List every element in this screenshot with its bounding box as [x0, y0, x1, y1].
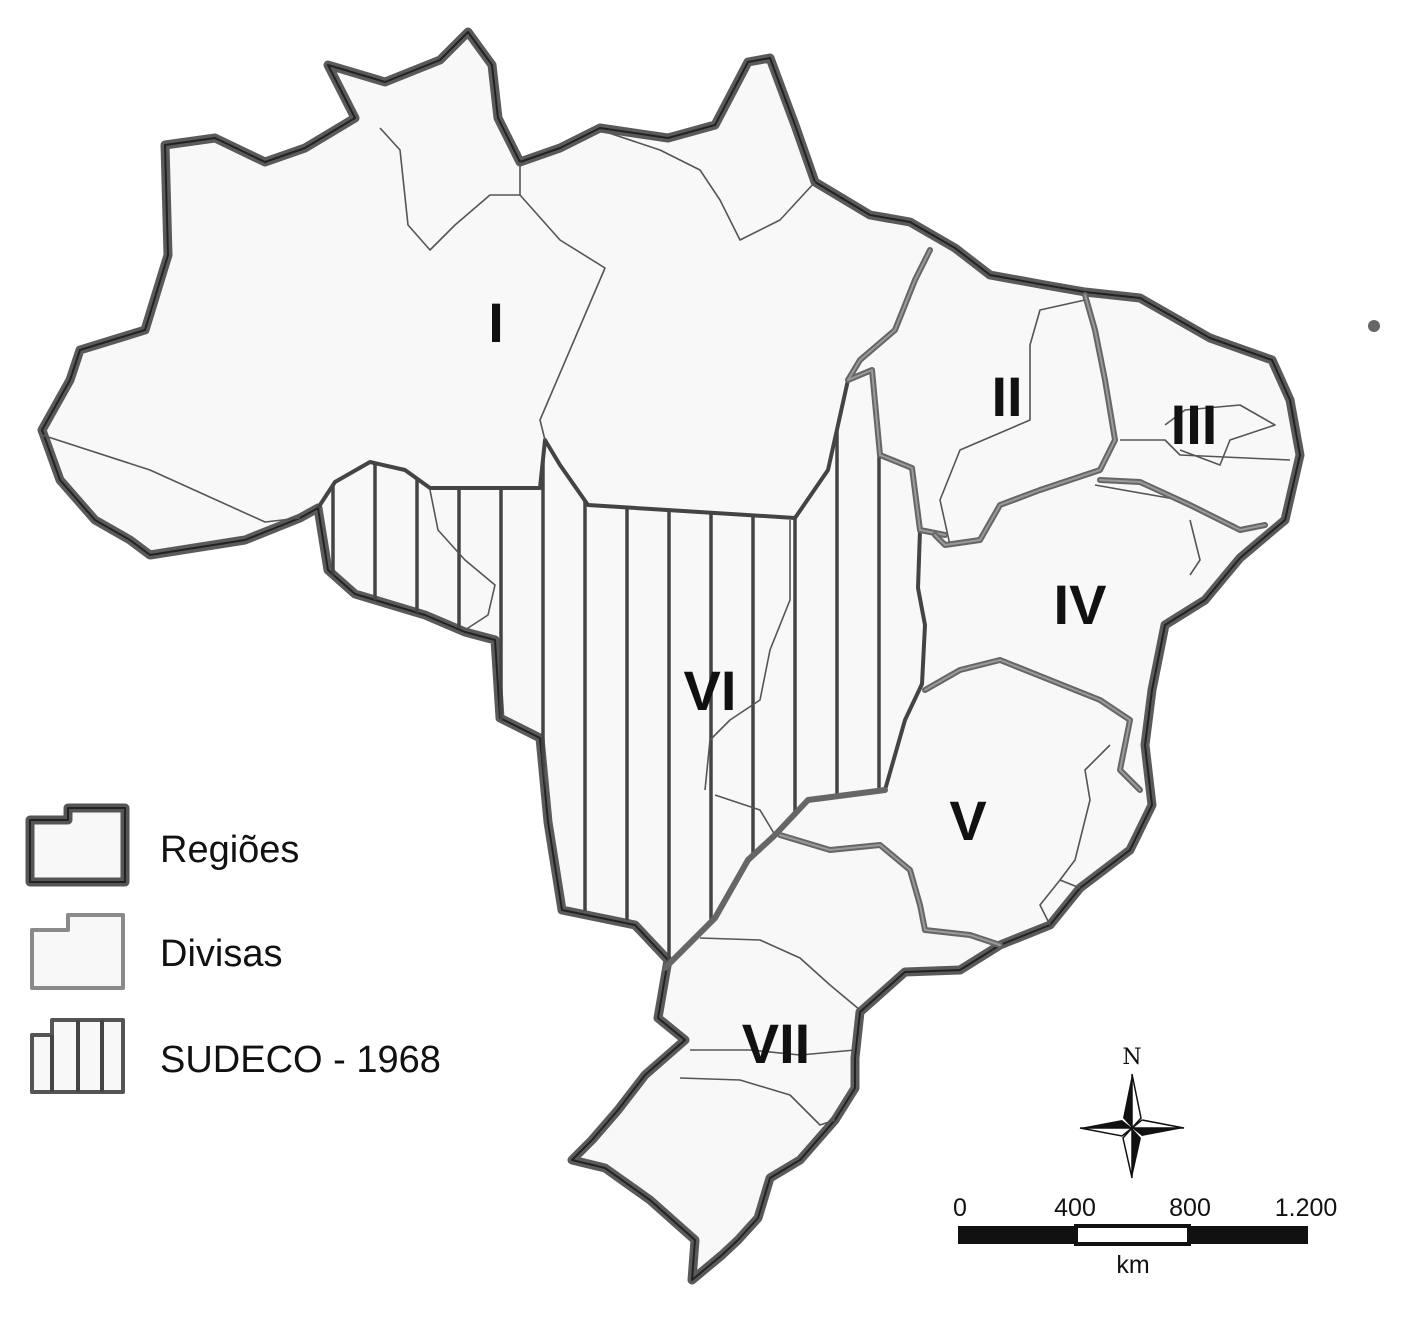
legend-symbol-regions [25, 803, 130, 887]
scale-bar: 0 400 800 1.200 km [953, 1194, 1337, 1279]
north-arrow: N [1079, 1045, 1185, 1179]
region-borders [662, 247, 1268, 971]
region-label-i: I [488, 291, 504, 354]
region-label-ii: II [991, 365, 1022, 428]
region-label-vi: VI [684, 659, 737, 722]
region-label-vii: VII [742, 1012, 810, 1075]
north-label: N [1122, 1045, 1141, 1070]
legend-label-sudeco: SUDECO - 1968 [160, 1039, 441, 1081]
scale-tick-1200: 1.200 [1275, 1194, 1338, 1222]
legend-label-regions: Regiões [160, 829, 299, 871]
scale-tick-0: 0 [953, 1194, 967, 1222]
region-label-v: V [949, 789, 986, 852]
region-label-iii: III [1171, 393, 1218, 456]
legend-symbol-sudeco [30, 1018, 125, 1094]
legend-label-state-borders: Divisas [160, 933, 282, 975]
island-dot [1368, 320, 1380, 332]
scale-tick-400: 400 [1054, 1194, 1096, 1222]
legend: Regiões Divisas SUDECO - 1968 [25, 803, 441, 1094]
scale-unit: km [1116, 1251, 1149, 1279]
state-borders [41, 127, 1291, 1126]
legend-symbol-state-borders [30, 913, 125, 990]
region-label-iv: IV [1054, 573, 1107, 636]
scale-tick-800: 800 [1169, 1194, 1211, 1222]
country-outline [37, 27, 1305, 1285]
compass-rose-icon [1079, 1073, 1185, 1179]
